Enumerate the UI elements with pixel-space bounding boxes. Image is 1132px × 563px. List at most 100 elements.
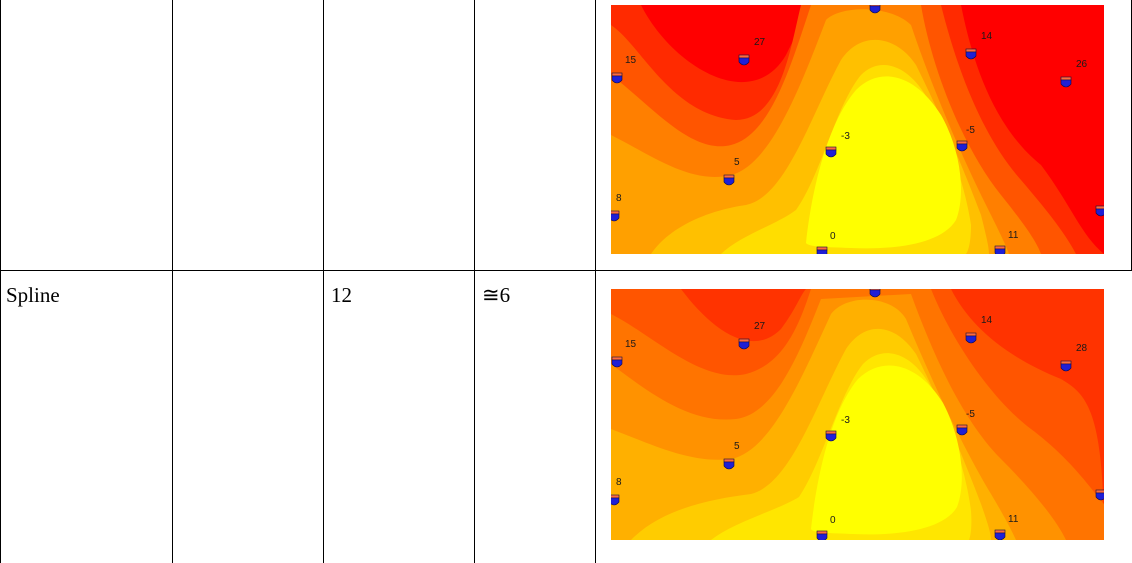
well-marker-rim (965, 332, 977, 337)
well-value-label: -5 (966, 409, 975, 420)
table-col-divider-1 (172, 0, 173, 563)
well-marker-icon (1095, 492, 1104, 501)
well-value-label: 27 (754, 37, 766, 48)
well-marker-icon (825, 149, 837, 158)
well-marker-rim (825, 430, 837, 435)
well-marker: 8 (611, 477, 622, 506)
well-value-label: 28 (1076, 343, 1088, 354)
well-value-label: 26 (1076, 59, 1088, 70)
contour-band-7 (811, 365, 962, 535)
well-value-label: 11 (1008, 514, 1019, 525)
well-marker-icon (611, 497, 620, 506)
well-marker-icon (611, 213, 620, 222)
table-col-divider-2 (323, 0, 324, 563)
well-marker-rim (611, 210, 620, 215)
well-marker (869, 5, 881, 14)
well-marker: -3 (825, 415, 850, 442)
well-marker-icon (611, 75, 623, 84)
well-marker: 26 (1060, 59, 1088, 88)
well-marker-rim (816, 530, 828, 535)
row2-col3-cell: 12 (331, 283, 352, 307)
contour-band-7 (806, 76, 961, 249)
well-marker-icon (994, 532, 1006, 540)
well-marker-icon (956, 427, 968, 436)
well-marker-rim (994, 529, 1006, 534)
well-marker-rim (738, 54, 750, 59)
well-marker (869, 289, 881, 298)
well-marker-icon (738, 341, 750, 350)
well-marker-icon (994, 248, 1006, 254)
well-marker-rim (611, 356, 623, 361)
well-marker-rim (1095, 489, 1104, 494)
well-marker-rim (738, 338, 750, 343)
well-marker: 27 (738, 37, 766, 66)
table-border-left (0, 0, 1, 563)
well-value-label: 14 (981, 31, 993, 42)
well-marker (1095, 489, 1104, 501)
well-value-label: 0 (830, 231, 836, 242)
well-marker-rim (825, 146, 837, 151)
contour-map-image-2: 15 27 14 28 -3 -5 5 8 0 11 (611, 289, 1104, 540)
well-marker-rim (1095, 205, 1104, 210)
well-marker-icon (965, 51, 977, 60)
row2-col4-cell: ≅6 (482, 283, 511, 307)
well-value-label: 27 (754, 321, 766, 332)
well-marker-icon (1060, 79, 1072, 88)
well-marker-rim (723, 458, 735, 463)
well-value-label: 8 (616, 193, 622, 204)
well-marker: 5 (723, 157, 740, 186)
well-marker-rim (956, 140, 968, 145)
well-marker-rim (723, 174, 735, 179)
table-col-divider-4 (595, 0, 596, 563)
well-marker-rim (1060, 76, 1072, 81)
well-marker: 5 (723, 441, 740, 470)
well-value-label: 8 (616, 477, 622, 488)
well-value-label: 5 (734, 157, 740, 168)
contour-map-image-1: 15 27 14 26 -3 -5 5 8 0 11 (611, 5, 1104, 254)
well-marker-icon (738, 57, 750, 66)
well-marker-icon (965, 335, 977, 344)
well-value-label: 14 (981, 315, 993, 326)
well-marker: 28 (1060, 343, 1088, 372)
well-marker-rim (1060, 360, 1072, 365)
well-marker: 14 (965, 31, 993, 60)
well-marker-icon (1060, 363, 1072, 372)
well-value-label: -5 (966, 125, 975, 136)
well-marker-icon (723, 177, 735, 186)
well-marker: 11 (994, 514, 1019, 540)
well-marker: -5 (956, 409, 975, 436)
well-marker-rim (994, 245, 1006, 250)
table-col-divider-3 (474, 0, 475, 563)
well-marker: 11 (994, 230, 1019, 254)
well-marker: 0 (816, 231, 836, 254)
well-marker-icon (825, 433, 837, 442)
well-marker-icon (956, 143, 968, 152)
well-marker-icon (869, 289, 881, 298)
well-marker-icon (611, 359, 623, 368)
well-marker (1095, 205, 1104, 217)
well-value-label: 11 (1008, 230, 1019, 241)
well-marker: 15 (611, 339, 637, 368)
well-value-label: -3 (841, 415, 850, 426)
well-marker: 27 (738, 321, 766, 350)
well-marker-rim (816, 246, 828, 251)
well-value-label: 15 (625, 55, 637, 66)
well-marker: 0 (816, 515, 836, 540)
well-marker-icon (869, 5, 881, 14)
well-marker: 15 (611, 55, 637, 84)
well-marker-rim (965, 48, 977, 53)
well-marker: 14 (965, 315, 993, 344)
well-marker: -5 (956, 125, 975, 152)
well-marker-rim (956, 424, 968, 429)
well-marker-rim (611, 72, 623, 77)
well-marker-icon (816, 249, 828, 254)
row2-method-cell: Spline (6, 283, 60, 307)
well-marker-icon (723, 461, 735, 470)
well-marker-icon (816, 533, 828, 540)
table-row-divider (0, 270, 1132, 271)
well-marker: 8 (611, 193, 622, 222)
well-value-label: 5 (734, 441, 740, 452)
well-marker-rim (611, 494, 620, 499)
well-marker: -3 (825, 131, 850, 158)
well-marker-icon (1095, 208, 1104, 217)
